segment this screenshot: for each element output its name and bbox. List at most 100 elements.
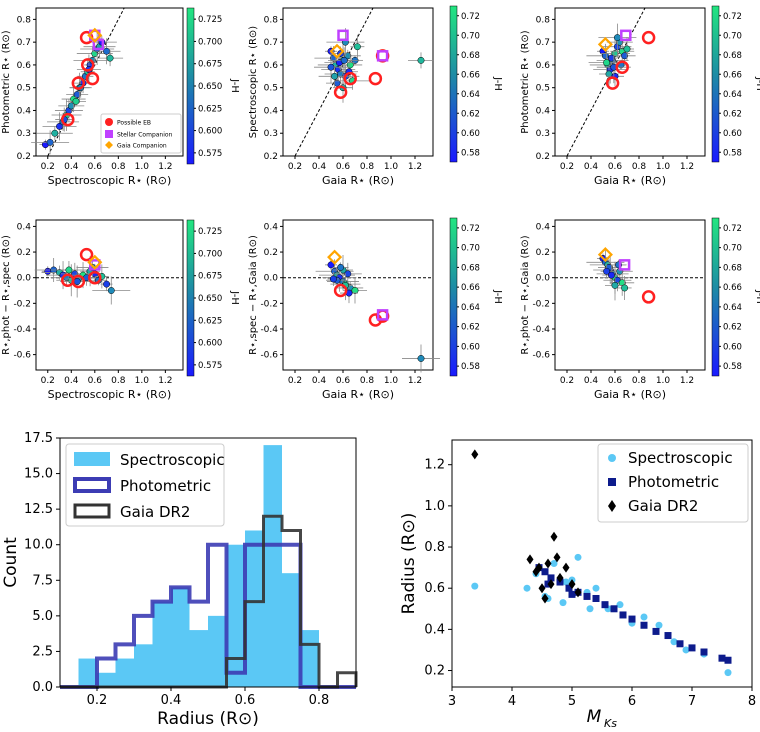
point-photometric — [688, 644, 696, 652]
eb-marker — [80, 58, 95, 72]
x-axis-label: Gaia R⋆ (R⊙) — [322, 174, 394, 187]
x-tick-label: 0.8 — [632, 162, 647, 172]
point-gaia — [568, 579, 576, 590]
histogram-bar — [134, 644, 153, 687]
legend-label: Spectroscopic — [120, 451, 225, 469]
eb-marker — [88, 270, 102, 285]
legend-label: Photometric — [628, 473, 719, 491]
x-tick-label: 1.0 — [384, 376, 399, 386]
point-photometric — [718, 654, 726, 662]
histogram-bar — [152, 601, 171, 687]
eb-marker — [343, 71, 357, 86]
eb-marker — [333, 85, 348, 99]
legend-stellar-label: Stellar Companion — [117, 132, 173, 139]
x-tick-label: 0.6 — [88, 376, 103, 386]
plot-content — [294, 7, 434, 157]
data-point — [607, 271, 615, 279]
y-tick-label: 0.0 — [536, 274, 551, 284]
x-tick-label: 0.8 — [111, 376, 126, 386]
y-tick-label: 0.0 — [264, 274, 279, 284]
y-tick-label: 0.6 — [264, 61, 279, 71]
histogram-step-photometric — [60, 542, 356, 689]
colorbar-tick-label: 0.70 — [461, 244, 480, 254]
x-tick-label: 3 — [448, 694, 456, 709]
y-tick-label: 0.2 — [17, 248, 31, 258]
colorbar — [711, 217, 720, 377]
colorbar — [449, 5, 458, 163]
x-tick-label: 0.4 — [64, 376, 79, 386]
panel-p6: 0.2 0.4 0.6 0.8 1.0 1.2 -0.6 -0.4 -0.2 0.0 0.2 0.4 G… — [520, 217, 760, 401]
data-point — [333, 79, 341, 87]
colorbar-tick-label: 0.70 — [461, 31, 480, 41]
y-tick-label: 0.0 — [17, 274, 32, 284]
legend-box — [100, 113, 182, 154]
point-spectroscopic — [562, 578, 570, 586]
data-point — [65, 266, 73, 274]
x-tick-label: 1.2 — [680, 376, 694, 386]
x-tick-label: 0.2 — [41, 376, 55, 386]
data-point — [611, 281, 619, 289]
legend-icon — [608, 454, 616, 462]
colorbar-tick-label: 0.60 — [723, 342, 742, 352]
point-gaia — [541, 593, 549, 604]
stellar-marker — [92, 38, 105, 51]
plot-frame — [59, 437, 357, 688]
colorbar — [449, 217, 458, 377]
gaia-marker — [329, 43, 345, 59]
colorbar-tick-label: 0.60 — [723, 129, 742, 139]
x-tick-label: 1.2 — [408, 376, 422, 386]
stellar-marker — [620, 29, 632, 42]
data-point — [106, 54, 114, 62]
y-tick-label: 0.4 — [264, 106, 279, 116]
point-photometric — [565, 584, 573, 592]
y-tick-label: 0.4 — [536, 106, 551, 116]
y-axis-label: R⋆,phot − R⋆,spec (R⊙) — [1, 235, 12, 355]
panel-p3: 0.2 0.4 0.6 0.8 1.0 1.2 0.2 0.3 0.4 0.5 0.6 0.7 0.8 G… — [520, 5, 760, 187]
x-tick-label: 1.0 — [135, 162, 150, 172]
histogram-bar — [263, 445, 282, 687]
point-spectroscopic — [670, 638, 678, 646]
x-tick-label: 0.6 — [88, 162, 103, 172]
point-gaia — [553, 552, 561, 563]
y-tick-label: -0.2 — [532, 299, 550, 309]
data-point — [46, 138, 54, 146]
plot-frame — [282, 219, 434, 371]
colorbar-label: J-H — [492, 289, 503, 304]
x-tick-label: 0.2 — [560, 376, 574, 386]
point-spectroscopic — [616, 601, 624, 609]
point-gaia — [574, 587, 582, 598]
plot-frame — [554, 219, 706, 371]
data-point — [73, 278, 81, 285]
legend-box — [597, 443, 749, 523]
y-tick-label: 0.0 — [32, 680, 53, 695]
colorbar-tick-label: 0.68 — [723, 51, 742, 61]
data-point — [51, 129, 59, 137]
y-tick-label: 0.6 — [17, 61, 32, 71]
x-axis-label: Radius (R⊙) — [157, 709, 259, 729]
legend-swatch — [73, 477, 111, 493]
data-point — [603, 59, 611, 67]
colorbar-tick-label: 0.68 — [461, 263, 480, 273]
y-tick-label: 5.0 — [32, 609, 53, 624]
data-point — [344, 270, 352, 278]
x-axis-label: Gaia R⋆ (R⊙) — [322, 388, 394, 401]
x-tick-label: 1.0 — [135, 376, 150, 386]
colorbar-tick-label: 0.700 — [198, 37, 222, 47]
point-photometric — [619, 611, 627, 619]
point-photometric — [652, 627, 660, 635]
colorbar-tick-label: 0.675 — [198, 272, 222, 282]
y-tick-label: -0.6 — [532, 351, 550, 361]
legend-label: Photometric — [120, 477, 211, 495]
colorbar-tick-label: 0.700 — [198, 249, 222, 259]
colorbar-tick-label: 0.62 — [723, 323, 742, 333]
point-photometric — [547, 574, 555, 582]
x-tick-label: 0.8 — [360, 162, 375, 172]
eb-marker — [61, 112, 75, 127]
x-tick-label: 1.2 — [158, 162, 172, 172]
colorbar — [186, 7, 195, 165]
colorbar-tick-label: 0.600 — [198, 127, 222, 137]
y-tick-label: 0.4 — [536, 222, 551, 232]
x-axis-label-subscript: Ks — [604, 717, 617, 730]
legend-label: Gaia DR2 — [628, 497, 698, 515]
